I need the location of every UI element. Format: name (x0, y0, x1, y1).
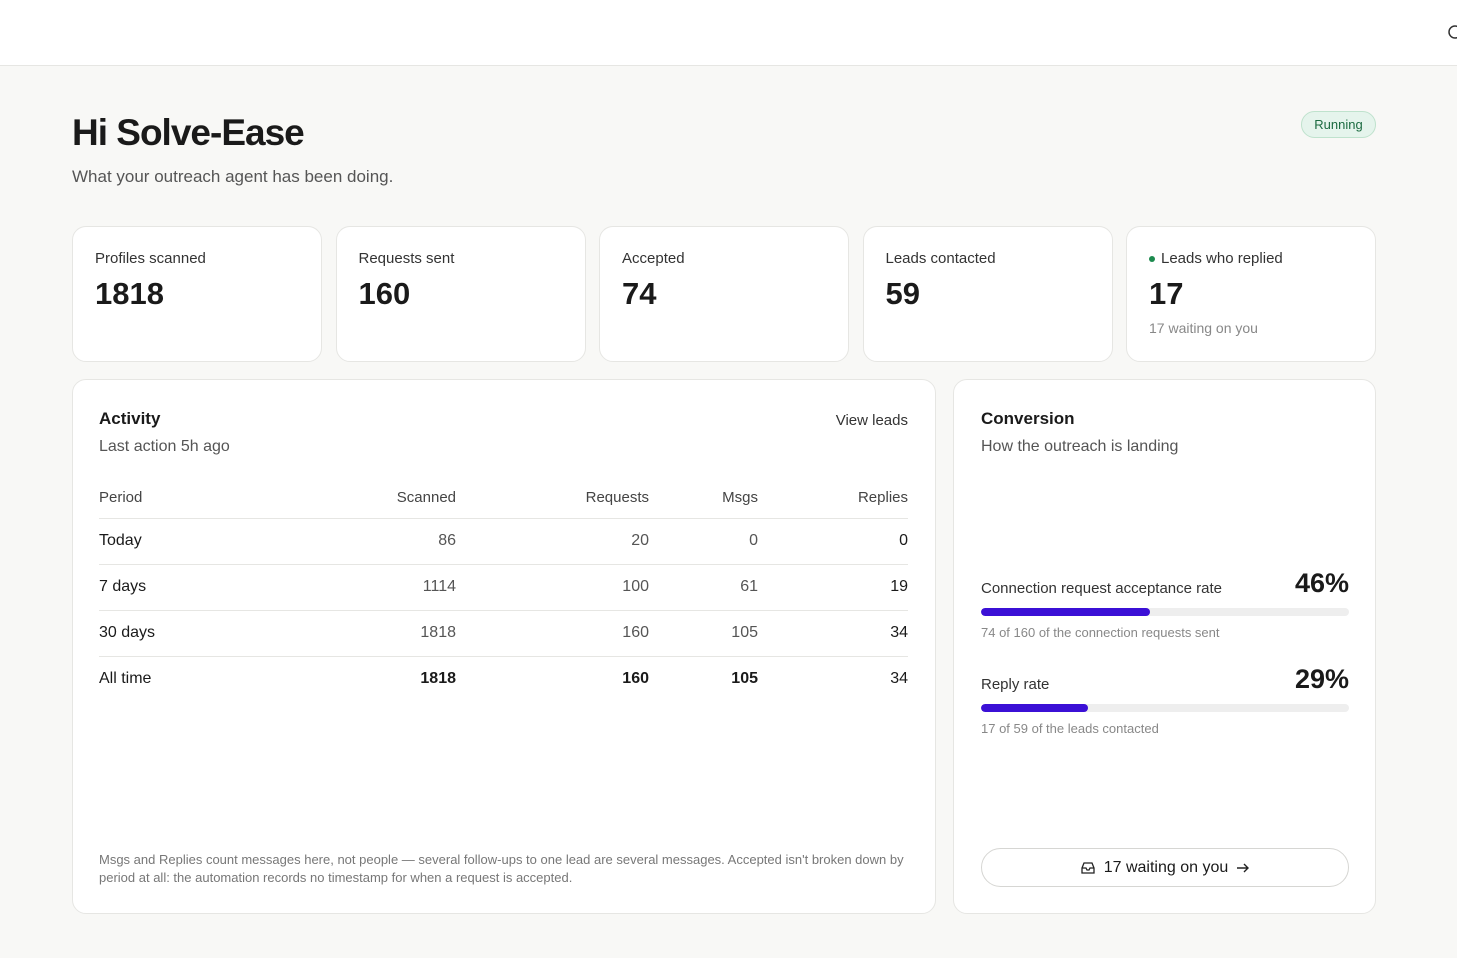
stat-card (335, 226, 586, 362)
stat-label: Accepted (622, 250, 685, 267)
value-cell: 61 (740, 578, 758, 595)
period-cell: Today (99, 532, 142, 549)
period-cell: 7 days (99, 578, 147, 595)
value-cell: 34 (890, 624, 908, 641)
inbox-icon (1081, 861, 1095, 874)
card-title: Conversion (981, 409, 1075, 428)
stat-note: 17 waiting on you (1149, 320, 1258, 336)
value-cell: 100 (622, 578, 649, 595)
value-cell: 0 (899, 532, 908, 549)
row-separator (99, 518, 908, 519)
footnote: Msgs and Replies count messages here, no… (99, 852, 904, 885)
value-cell: 0 (749, 532, 758, 549)
stat-label-text: Leads contacted (885, 250, 996, 267)
value-cell: 20 (631, 532, 649, 549)
stat-value: 17 (1149, 276, 1184, 311)
column-header: Msgs (722, 489, 758, 506)
value-cell: 1818 (420, 624, 456, 641)
value-cell: 160 (622, 624, 649, 641)
value-cell: 86 (438, 532, 456, 549)
value-cell: 34 (890, 670, 908, 687)
rate-label: Connection request acceptance rate (981, 580, 1222, 597)
rate-track (981, 704, 1349, 712)
card-title: Activity (99, 409, 161, 428)
value-cell: 1818 (420, 670, 456, 687)
value-cell: 160 (622, 670, 649, 687)
stat-card (862, 226, 1113, 362)
rate-bar (981, 608, 1151, 616)
stat-label-text: Accepted (622, 250, 685, 267)
rate-label: Reply rate (981, 676, 1050, 693)
top-bar (0, 0, 1457, 66)
row-separator (99, 564, 908, 565)
status-badge: Running (1301, 111, 1376, 138)
value-cell: 19 (890, 578, 908, 595)
column-header: Requests (585, 489, 649, 506)
waiting-button[interactable]: 17 waiting on you (981, 848, 1349, 887)
status-dot (1149, 255, 1155, 262)
page-title: Hi Solve-Ease (72, 112, 305, 153)
arrow-icon (1237, 863, 1250, 872)
activity-card (72, 379, 936, 914)
icon (1448, 25, 1457, 39)
period-cell: 30 days (99, 624, 156, 641)
stat-value: 59 (885, 276, 920, 311)
view-leads-link[interactable]: View leads (835, 412, 908, 429)
stat-label-text: Profiles scanned (95, 250, 206, 267)
button-label: 17 waiting on you (1103, 858, 1229, 876)
value-cell: 105 (731, 670, 758, 687)
column-header: Period (99, 489, 143, 506)
period-cell: All time (99, 670, 152, 687)
rate-value: 29% (1294, 664, 1349, 694)
page-subtitle: What your outreach agent has been doing. (72, 167, 394, 186)
stat-label-text: Leads who replied (1161, 250, 1283, 267)
stat-value: 1818 (95, 276, 164, 311)
rate-caption: 17 of 59 of the leads contacted (981, 721, 1159, 736)
stat-value: 160 (358, 276, 411, 311)
stat-label: Leads contacted (886, 250, 996, 267)
card-subtitle: Last action 5h ago (99, 438, 230, 455)
column-header: Replies (857, 489, 908, 506)
card-subtitle: How the outreach is landing (981, 438, 1179, 455)
stat-label: Leads who replied (1149, 250, 1283, 267)
stat-label: Requests sent (359, 250, 455, 267)
stat-card (599, 226, 849, 362)
column-header: Scanned (396, 489, 456, 506)
rate-value: 46% (1294, 568, 1349, 598)
row-separator (99, 610, 908, 611)
rate-caption: 74 of 160 of the connection requests sen… (981, 625, 1220, 640)
stat-card (1126, 226, 1376, 362)
stat-label-text: Requests sent (358, 250, 455, 267)
value-cell: 105 (731, 624, 758, 641)
conversion-card (953, 379, 1376, 914)
stat-label: Profiles scanned (95, 250, 206, 267)
rate-track (981, 608, 1349, 616)
value-cell: 1114 (422, 578, 456, 595)
stat-card (72, 226, 322, 362)
stat-value: 74 (622, 276, 657, 311)
rate-bar (981, 704, 1088, 712)
row-separator (99, 656, 908, 657)
